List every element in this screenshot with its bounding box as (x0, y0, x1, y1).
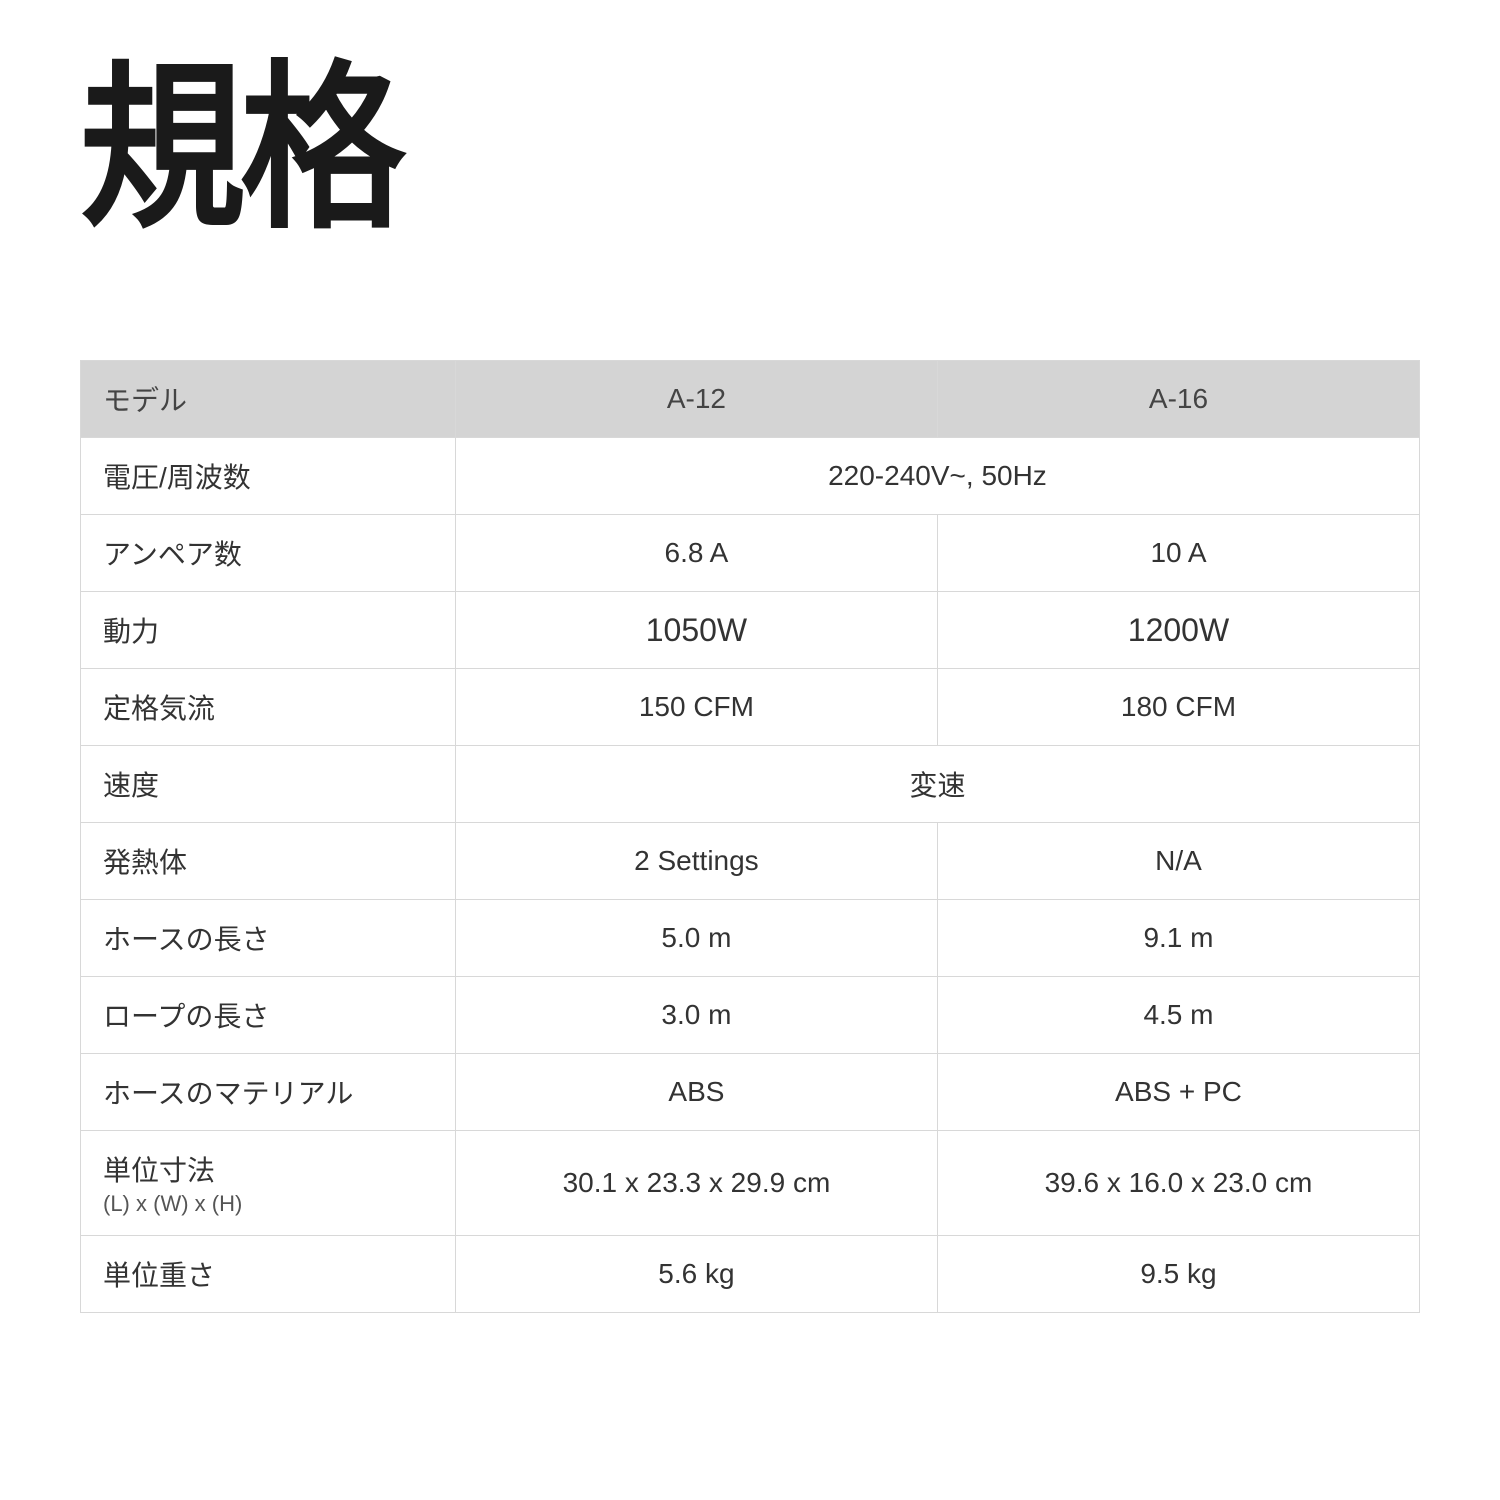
row-value-col1: 3.0 m (455, 977, 937, 1054)
row-sublabel: (L) x (W) x (H) (103, 1191, 433, 1217)
table-row: アンペア数6.8 A10 A (81, 515, 1420, 592)
row-value-col2: ABS + PC (937, 1054, 1419, 1131)
row-value-col2: 10 A (937, 515, 1419, 592)
table-row: ロープの長さ3.0 m4.5 m (81, 977, 1420, 1054)
table-row: 速度変速 (81, 746, 1420, 823)
row-label: ホースのマテリアル (81, 1054, 456, 1131)
table-row: 発熱体2 SettingsN/A (81, 823, 1420, 900)
row-value-col1: 1050W (455, 592, 937, 669)
row-value-col1: 6.8 A (455, 515, 937, 592)
spec-table: モデル A-12 A-16 電圧/周波数220-240V~, 50Hzアンペア数… (80, 360, 1420, 1313)
row-value-col2: 1200W (937, 592, 1419, 669)
row-value-col1: 5.6 kg (455, 1236, 937, 1313)
row-value-col2: 4.5 m (937, 977, 1419, 1054)
row-label: 単位重さ (81, 1236, 456, 1313)
header-label: モデル (81, 361, 456, 438)
row-label: ホースの長さ (81, 900, 456, 977)
header-col2: A-16 (937, 361, 1419, 438)
row-label: 定格気流 (81, 669, 456, 746)
table-row: 単位重さ5.6 kg9.5 kg (81, 1236, 1420, 1313)
table-row: ホースの長さ5.0 m9.1 m (81, 900, 1420, 977)
row-label: 発熱体 (81, 823, 456, 900)
row-value-col2: 9.5 kg (937, 1236, 1419, 1313)
spec-table-body: 電圧/周波数220-240V~, 50Hzアンペア数6.8 A10 A動力105… (81, 438, 1420, 1313)
row-label: アンペア数 (81, 515, 456, 592)
row-label: 動力 (81, 592, 456, 669)
page-title: 規格 (80, 60, 1313, 240)
row-label: 速度 (81, 746, 456, 823)
row-value-col2: 39.6 x 16.0 x 23.0 cm (937, 1131, 1419, 1236)
table-row: ホースのマテリアルABSABS + PC (81, 1054, 1420, 1131)
table-header-row: モデル A-12 A-16 (81, 361, 1420, 438)
row-value-col2: 180 CFM (937, 669, 1419, 746)
row-value-col1: ABS (455, 1054, 937, 1131)
row-label: 単位寸法(L) x (W) x (H) (81, 1131, 456, 1236)
row-value-col1: 5.0 m (455, 900, 937, 977)
row-value-col2: 9.1 m (937, 900, 1419, 977)
table-row: 定格気流150 CFM180 CFM (81, 669, 1420, 746)
row-label: ロープの長さ (81, 977, 456, 1054)
page: 規格 モデル A-12 A-16 電圧/周波数220-240V~, 50Hzアン… (0, 0, 1500, 1313)
row-value-col1: 2 Settings (455, 823, 937, 900)
header-col1: A-12 (455, 361, 937, 438)
row-value-col1: 30.1 x 23.3 x 29.9 cm (455, 1131, 937, 1236)
table-row: 単位寸法(L) x (W) x (H)30.1 x 23.3 x 29.9 cm… (81, 1131, 1420, 1236)
row-label: 電圧/周波数 (81, 438, 456, 515)
table-row: 動力1050W1200W (81, 592, 1420, 669)
row-value-col1: 150 CFM (455, 669, 937, 746)
table-row: 電圧/周波数220-240V~, 50Hz (81, 438, 1420, 515)
row-value-col2: N/A (937, 823, 1419, 900)
row-value-merged: 変速 (455, 746, 1419, 823)
row-value-merged: 220-240V~, 50Hz (455, 438, 1419, 515)
